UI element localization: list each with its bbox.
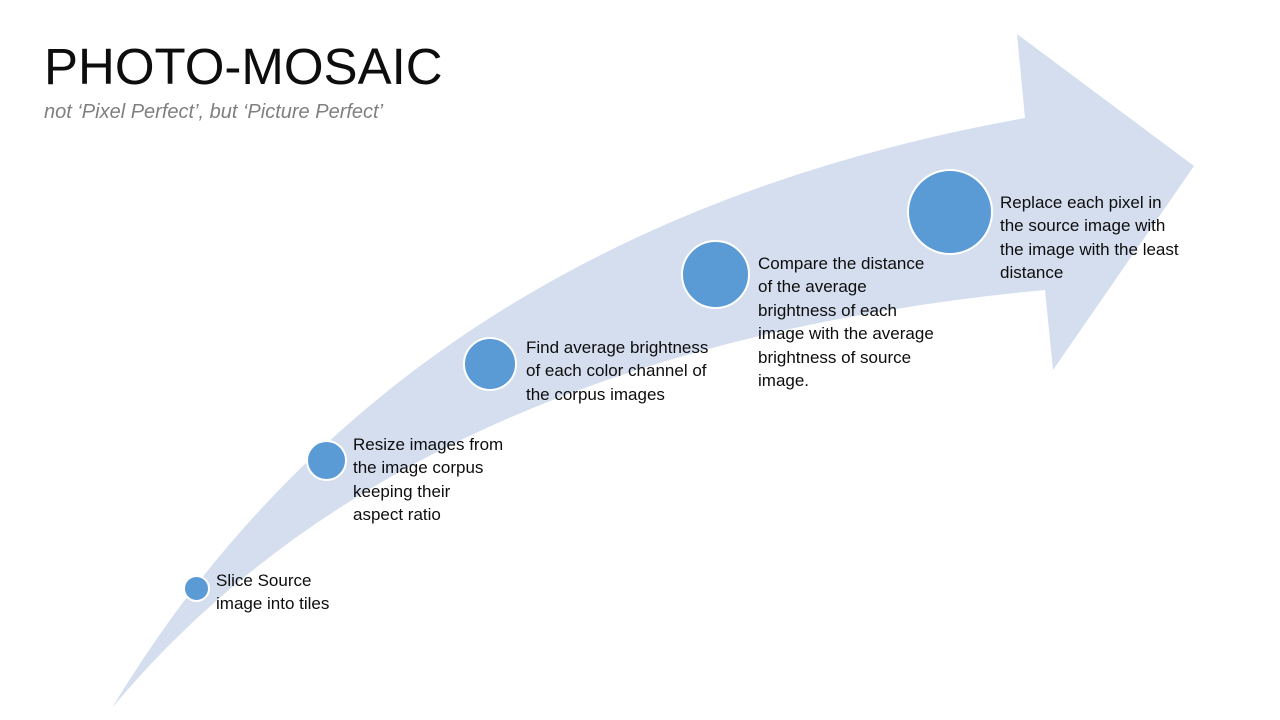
slide-title: PHOTO-MOSAIC <box>44 38 443 95</box>
step-3-text: Find average brightness of each color ch… <box>526 338 709 404</box>
step-2-text: Resize images from the image corpus keep… <box>353 435 504 525</box>
step-5-marker <box>907 169 993 255</box>
slide-subtitle: not ‘Pixel Perfect’, but ‘Picture Perfec… <box>44 101 384 123</box>
step-2-marker <box>306 440 347 481</box>
step-4-marker <box>681 240 750 309</box>
step-4-text: Compare the distance of the average brig… <box>758 254 934 391</box>
step-3-marker <box>463 337 517 391</box>
step-1-marker <box>183 575 210 602</box>
step-5-text: Replace each pixel in the source image w… <box>1000 193 1179 283</box>
step-1-text: Slice Source image into tiles <box>216 571 330 614</box>
